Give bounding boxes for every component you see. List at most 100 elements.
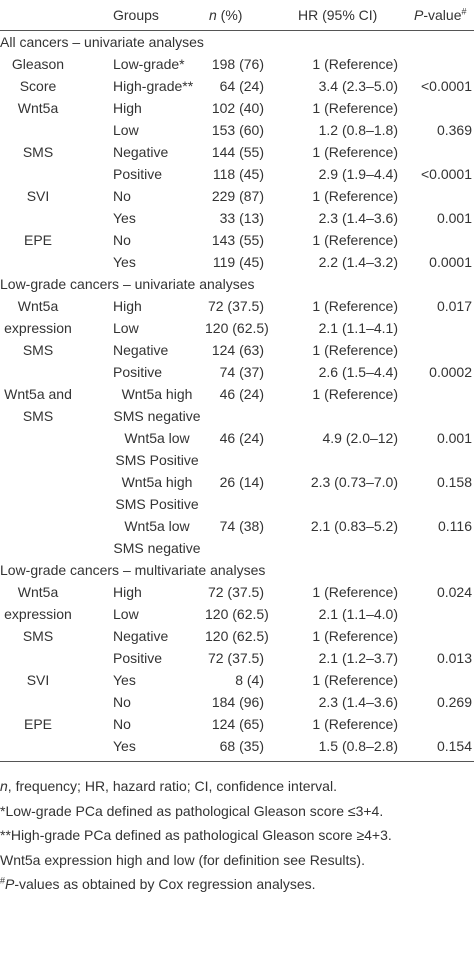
header-row: Groups n (%) HR (95% CI) P-value# [0,0,474,31]
data-row: Gleason Score Low-grade* 198 (76) 1 (Refere… [0,53,474,94]
data-row: Wnt5a expression High 72 (37.5) 1 (Referenc… [0,581,474,622]
group-label: No [113,694,131,710]
n-cell: 144 (55) [211,144,264,160]
data-row: Wnt5a high SMS Positive 26 (14) 2.3 (0.73–… [0,471,474,515]
group-cell: Positive [113,163,205,185]
n-cell: 143 (55) [211,232,264,248]
section-row: Low-grade cancers – univariate analyses [0,273,474,295]
n-cell: 46 (24) [219,386,264,402]
hr-cell: 2.1 (1.1–4.1) [318,320,398,336]
group-cell: No [113,691,205,713]
section-title: Low-grade cancers – univariate analyses [0,276,255,292]
n-cell: 124 (65) [211,716,264,732]
group-cell: High [113,295,205,317]
variable-cell: EPE [0,713,113,762]
footnote: *Low-grade PCa defined as pathological G… [0,799,474,824]
group-cell: Yes [113,251,205,273]
footnote-text: Wnt5a expression high and low (for defin… [0,851,365,868]
header-hr: HR (95% CI) [268,0,402,31]
variable-label: SMS [22,144,54,160]
n-cell: 120 (62.5) [205,320,269,336]
variable-cell: SMS [0,339,113,383]
hr-cell: 4.9 (2.0–12) [322,430,399,446]
variable-cell: SMS [0,625,113,669]
footnotes: n, frequency; HR, hazard ratio; CI, conf… [0,762,474,897]
data-row: SMS Negative 144 (55) 1 (Reference) [0,141,474,163]
section-title: All cancers – univariate analyses [0,34,204,50]
group-cell: High [113,581,205,603]
data-row: SMS Negative 124 (63) 1 (Reference) [0,339,474,361]
hr-cell: 1.2 (0.8–1.8) [318,122,398,138]
group-cell: Low-grade* [113,53,205,75]
n-cell: 72 (37.5) [207,650,264,666]
hr-cell: 1 (Reference) [312,298,398,314]
header-groups: Groups [113,0,205,31]
p-cell: 0.001 [436,210,472,226]
p-cell-empty [402,339,474,361]
hr-cell: 2.9 (1.9–4.4) [318,166,398,182]
p-cell-empty [402,53,474,75]
footnote: **High-grade PCa defined as pathological… [0,823,474,848]
p-cell-empty [402,625,474,647]
group-cell: Wnt5a high SMS negative [113,383,205,427]
variable-cell: SMS [0,141,113,185]
n-cell: 68 (35) [219,738,264,754]
data-row: Low 120 (62.5) 2.1 (1.1–4.1) [0,317,474,339]
hr-cell: 1 (Reference) [312,144,398,160]
data-row: Yes 119 (45) 2.2 (1.4–3.2) 0.0001 [0,251,474,273]
group-label: Yes [113,672,136,688]
data-row: Wnt5a expression High 72 (37.5) 1 (Referenc… [0,295,474,336]
group-label: High [113,298,142,314]
n-cell: 26 (14) [219,474,264,490]
group-label: Wnt5a low SMS Positive [115,430,199,468]
footnote-italic: n [0,778,8,794]
group-label: Positive [113,166,163,182]
data-row: SVI Yes 8 (4) 1 (Reference) [0,669,474,691]
section-title: Low-grade cancers – multivariate analyse… [0,562,266,578]
hr-cell: 1 (Reference) [312,342,398,358]
footnote: Wnt5a expression high and low (for defin… [0,848,474,873]
data-row: Positive 74 (37) 2.6 (1.5–4.4) 0.0002 [0,361,474,383]
variable-label: Gleason Score [11,56,65,94]
group-cell: No [113,185,205,207]
data-row: Wnt5a and SMS Wnt5a high SMS negative 46 (… [0,383,474,427]
hr-cell: 1 (Reference) [312,716,398,732]
hr-cell: 1 (Reference) [312,188,398,204]
data-row: Wnt5a low SMS negative 74 (38) 2.1 (0.83–5… [0,515,474,559]
n-cell: 119 (45) [212,254,264,270]
p-cell: 0.0001 [429,254,472,270]
header-p-sup: # [461,6,467,17]
p-cell: 0.001 [436,430,472,446]
hr-cell: 2.3 (0.73–7.0) [310,474,398,490]
n-cell: 120 (62.5) [205,628,269,644]
n-cell: 124 (63) [211,342,264,358]
group-cell: Negative [113,339,205,361]
data-row: High-grade** 64 (24) 3.4 (2.3–5.0) <0.0001 [0,75,474,97]
hr-cell: 1 (Reference) [312,56,398,72]
data-row: Wnt5a High 102 (40) 1 (Reference) [0,97,474,119]
n-cell: 120 (62.5) [205,606,269,622]
data-row: EPE No 143 (55) 1 (Reference) [0,229,474,251]
hr-cell: 2.1 (1.2–3.7) [318,650,398,666]
hr-cell: 2.3 (1.4–3.6) [318,694,398,710]
n-cell: 102 (40) [211,100,264,116]
table-body: All cancers – univariate analyses Gleason… [0,31,474,762]
hr-cell: 1.5 (0.8–2.8) [318,738,398,754]
n-cell: 118 (45) [212,166,264,182]
variable-label: EPE [23,716,52,732]
group-label: Positive [113,364,163,380]
group-label: Low [113,122,139,138]
p-cell: 0.158 [436,474,472,490]
n-cell: 72 (37.5) [207,298,264,314]
hr-cell: 1 (Reference) [312,232,398,248]
group-cell: No [113,713,205,735]
data-row: Yes 33 (13) 2.3 (1.4–3.6) 0.001 [0,207,474,229]
p-cell: 0.369 [436,122,472,138]
footnote-text: **High-grade PCa defined as pathological… [0,827,392,843]
footnote: n, frequency; HR, hazard ratio; CI, conf… [0,774,474,799]
variable-cell: Wnt5a expression [0,581,113,625]
group-label: Yes [113,254,136,270]
n-cell: 72 (37.5) [207,584,264,600]
p-cell: 0.017 [436,298,472,314]
group-cell: Low [113,317,205,339]
